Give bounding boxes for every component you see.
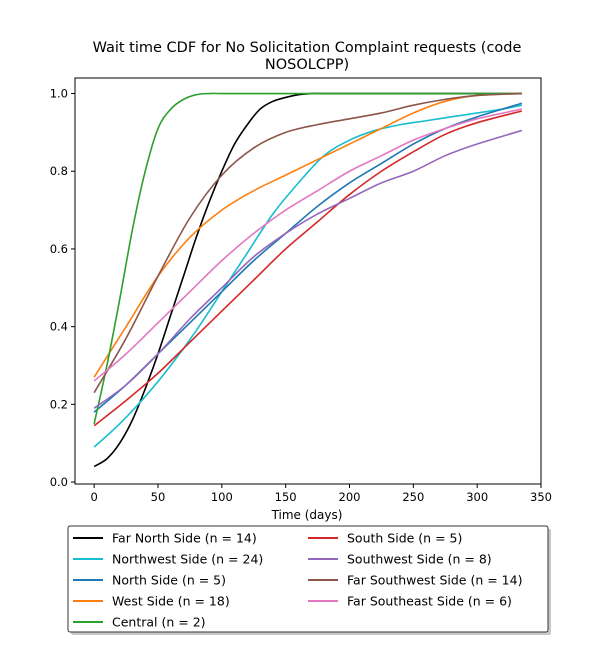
legend-label-2: North Side (n = 5) (112, 573, 226, 588)
plot-frame (74, 77, 542, 485)
y-tick-label-2: 0.4 (50, 320, 68, 334)
legend: Far North Side (n = 14) Northwest Side (n… (67, 525, 551, 635)
y-tick-label-5: 1.0 (50, 87, 68, 101)
series-line-4 (93, 92, 522, 424)
y-tick-label-3: 0.6 (50, 242, 68, 256)
x-tick-label-4: 200 (339, 490, 361, 504)
legend-label-8: Far Southeast Side (n = 6) (347, 594, 512, 609)
series-line-1 (93, 104, 523, 448)
x-tick-label-2: 100 (211, 490, 233, 504)
x-tick-label-0: 0 (90, 490, 97, 504)
series-line-3 (93, 92, 522, 378)
series-line-7 (93, 92, 522, 394)
x-axis-label: Time (days) (271, 508, 343, 522)
series-line-5 (93, 110, 523, 427)
series-line-6 (93, 129, 523, 409)
legend-label-4: Central (n = 2) (112, 615, 206, 630)
legend-label-6: Southwest Side (n = 8) (347, 552, 492, 567)
y-tick-label-1: 0.2 (50, 397, 68, 411)
chart-title-line2: NOSOLCPP) (265, 57, 349, 73)
y-tick-label-4: 0.8 (50, 164, 68, 178)
series-line-2 (93, 102, 523, 413)
series-line-0 (93, 92, 522, 468)
axes: 0 50 100 150 200 250 300 350 0.0 0.2 0.4 0.6 0.8 1.0 (50, 77, 552, 504)
plot-lines (93, 92, 523, 468)
y-tick-label-0: 0.0 (50, 475, 68, 489)
x-tick-label-5: 250 (402, 490, 424, 504)
legend-label-1: Northwest Side (n = 24) (112, 552, 263, 567)
series-line-8 (93, 108, 523, 382)
x-tick-label-3: 150 (275, 490, 297, 504)
legend-label-0: Far North Side (n = 14) (112, 531, 257, 546)
x-tick-label-7: 350 (530, 490, 552, 504)
legend-label-3: West Side (n = 18) (112, 594, 230, 609)
x-tick-label-6: 300 (466, 490, 488, 504)
legend-label-7: Far Southwest Side (n = 14) (347, 573, 522, 588)
legend-label-5: South Side (n = 5) (347, 531, 462, 546)
chart-title-line1: Wait time CDF for No Solicitation Compla… (93, 40, 522, 56)
x-tick-label-1: 50 (151, 490, 166, 504)
